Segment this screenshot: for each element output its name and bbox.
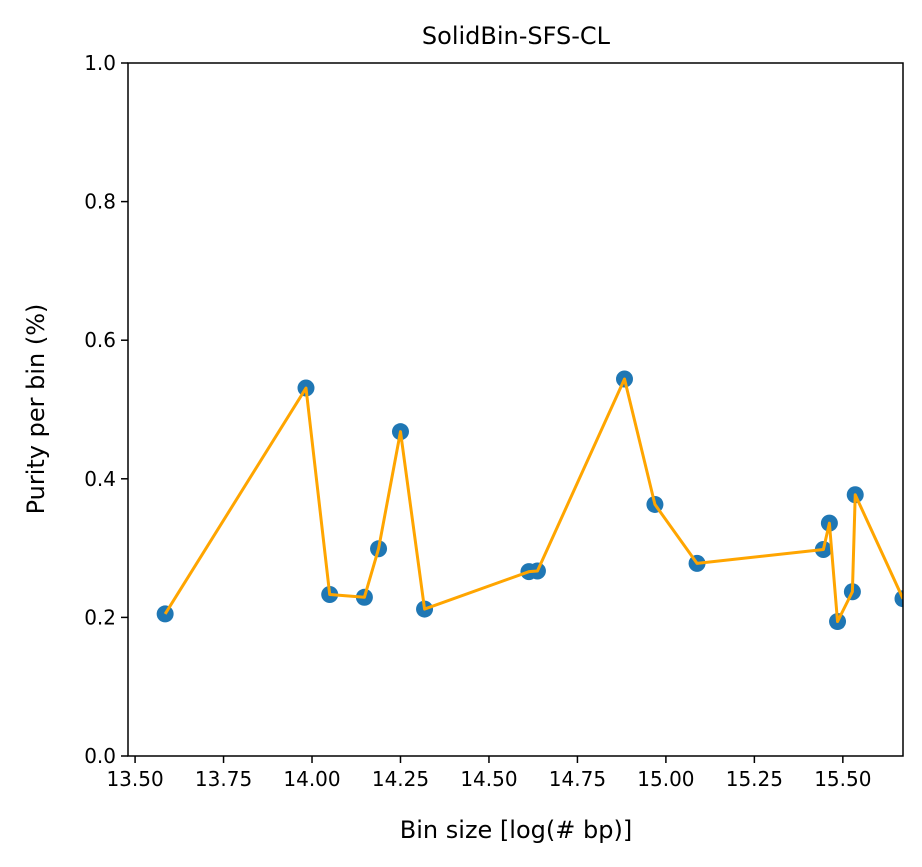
x-tick-label: 15.50 bbox=[814, 767, 871, 791]
y-tick-label: 1.0 bbox=[84, 51, 116, 75]
x-tick-label: 13.50 bbox=[106, 767, 163, 791]
y-tick-label: 0.8 bbox=[84, 190, 116, 214]
x-tick-label: 14.75 bbox=[549, 767, 606, 791]
plot-area bbox=[156, 370, 903, 631]
x-tick-label: 15.00 bbox=[637, 767, 694, 791]
chart-title: SolidBin-SFS-CL bbox=[422, 22, 611, 50]
x-axis-title: Bin size [log(# bp)] bbox=[400, 816, 632, 844]
series-line bbox=[163, 377, 903, 624]
y-axis-title: Purity per bin (%) bbox=[22, 304, 50, 515]
y-tick-label: 0.4 bbox=[84, 467, 116, 491]
data-point bbox=[156, 605, 174, 623]
plot-frame bbox=[127, 62, 904, 757]
y-tick-label: 0.2 bbox=[84, 605, 116, 629]
x-axis: 13.50 13.75 14.00 14.25 14.50 14.75 15.00 15.25… bbox=[106, 756, 871, 791]
plot-marks bbox=[156, 370, 903, 631]
x-tick-label: 14.00 bbox=[283, 767, 340, 791]
x-tick-label: 14.50 bbox=[460, 767, 517, 791]
y-axis: 0.0 0.2 0.4 0.6 0.8 1.0 bbox=[84, 51, 128, 768]
x-tick-label: 14.25 bbox=[372, 767, 429, 791]
x-tick-label: 15.25 bbox=[726, 767, 783, 791]
x-tick-label: 13.75 bbox=[195, 767, 252, 791]
y-tick-label: 0.0 bbox=[84, 744, 116, 768]
y-tick-label: 0.6 bbox=[84, 328, 116, 352]
